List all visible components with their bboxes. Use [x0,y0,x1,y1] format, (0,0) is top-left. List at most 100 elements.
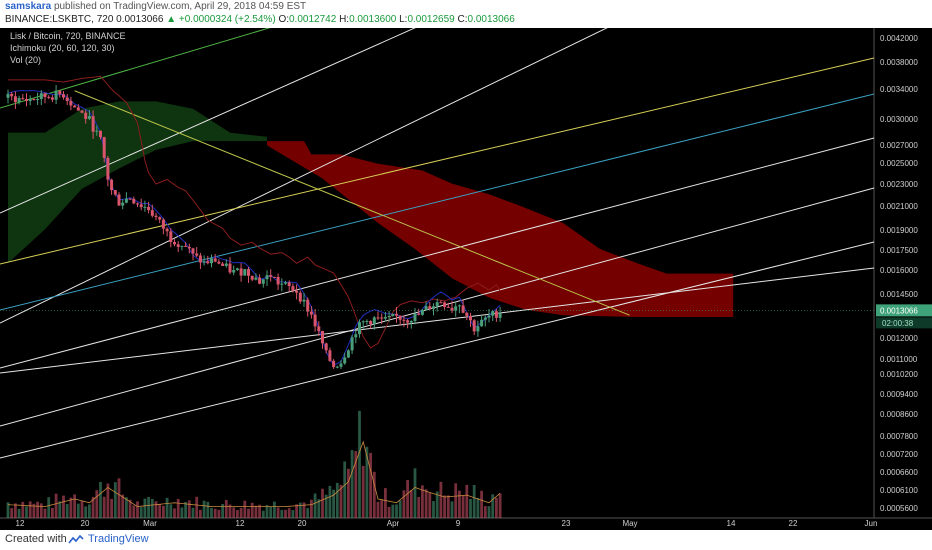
open-label: O: [278,14,289,25]
y-tick-label: 0.0023000 [880,180,918,189]
candle-body [243,269,247,276]
x-tick-label: 23 [562,519,571,528]
candle-body [498,312,502,318]
candle-body [113,190,117,195]
volume-bar [280,509,284,518]
candle-body [313,314,317,327]
candle-body [395,313,398,316]
volume-bar [398,500,402,518]
countdown-label: 02:00:38 [882,319,914,328]
volume-bar [147,497,150,518]
volume-bar [202,500,206,518]
author-link[interactable]: samskara [5,1,52,12]
candle-body [372,317,376,325]
volume-bar [413,468,417,518]
y-tick-label: 0.0025000 [880,159,918,168]
candle-body [187,246,191,249]
volume-bar [128,499,132,518]
candle-body [302,299,306,302]
y-tick-label: 0.0006600 [880,468,918,477]
legend-volume[interactable]: Vol (20) [10,55,42,65]
candle-body [154,215,158,218]
volume-bar [439,481,443,518]
volume-bar [287,508,291,518]
volume-bar [228,504,232,518]
volume-bar [43,508,47,518]
legend-pair[interactable]: Lisk / Bitcoin, 720, BINANCE [10,31,126,41]
y-tick-label: 0.0034000 [880,85,918,94]
candle-body [235,268,239,270]
x-tick-label: Apr [387,519,400,528]
volume-bar [350,450,354,518]
volume-bar [395,504,398,518]
y-tick-label: 0.0016000 [880,266,918,275]
y-tick-label: 0.0011000 [880,355,918,364]
x-tick-label: 20 [298,519,307,528]
legend-ichimoku[interactable]: Ichimoku (20, 60, 120, 30) [10,43,115,53]
tradingview-link[interactable]: TradingView [88,533,149,545]
channel-line-7 [0,267,875,374]
volume-bar [250,502,254,518]
volume-bar [483,506,487,518]
x-tick-label: 22 [789,519,798,528]
volume-bar [125,497,128,518]
candle-body [298,292,302,302]
candle-body [121,202,125,206]
countdown-badge [876,317,932,329]
y-tick-label: 0.0017500 [880,246,918,255]
publish-text: published on TradingView.com, April 29, … [53,1,307,12]
x-tick-label: 20 [81,519,90,528]
candle-body [54,90,58,100]
last-price: 0.0013066 [116,14,164,25]
volume-bar [276,507,280,518]
candle-body [435,302,439,307]
candle-body [124,198,128,203]
volume-bar [450,501,454,518]
high-label: H: [339,14,350,25]
volume-bar [139,507,143,518]
price-chart[interactable]: 0.0042000 0.0038000 0.0034000 0.0030000 0.00… [0,28,932,530]
candle-body [50,97,54,100]
candle-body [306,299,310,312]
volume-bar [236,510,239,518]
candle-body [476,326,480,332]
candle-body [217,261,221,264]
candle-body [369,321,373,325]
volume-bar [25,506,28,518]
candle-body [254,277,258,280]
candle-body [354,334,358,338]
volume-bar [354,451,358,518]
y-tick-label: 0.0030000 [880,115,918,124]
candle-body [143,206,147,208]
candle-body [461,305,465,313]
volume-bar [176,498,180,518]
volume-bar [51,507,54,518]
volume-bar [369,452,372,518]
candle-body [128,198,132,200]
volume-bar [17,508,21,518]
candle-body [457,305,461,307]
candle-body [413,313,417,321]
candle-body [358,322,361,335]
candle-body [428,306,432,309]
volume-bar [14,503,17,518]
volume-bar [69,497,73,518]
candle-body [328,350,332,361]
candle-body [258,277,262,284]
volume-bar [6,502,10,518]
volume-bar [76,503,80,518]
chart-legend: Lisk / Bitcoin, 720, BINANCE Ichimoku (2… [10,30,126,66]
volume-bar [328,485,332,518]
volume-bar [199,509,202,518]
candle-body [139,204,143,208]
candle-body [265,275,269,280]
channel-line-5 [0,137,875,369]
y-tick-label: 0.0038000 [880,58,918,67]
volume-bar [187,500,191,518]
volume-bar [302,502,306,518]
volume-bar [206,501,210,518]
volume-bar [472,485,476,518]
volume-bar [421,485,424,518]
tradingview-logo-icon [68,535,84,544]
candle-body [335,366,339,368]
